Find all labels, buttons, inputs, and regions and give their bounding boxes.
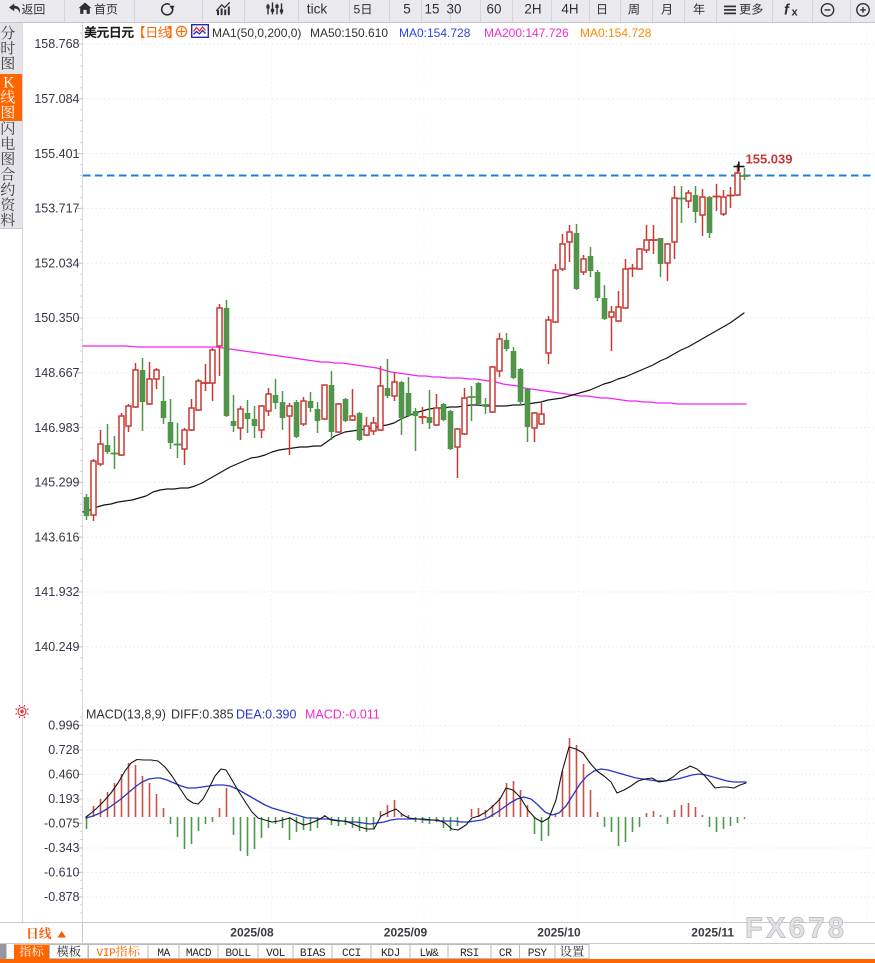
svg-text:-0.878: -0.878 bbox=[44, 890, 79, 904]
svg-text:146.983: 146.983 bbox=[34, 421, 79, 435]
svg-text:CCI: CCI bbox=[342, 948, 361, 960]
svg-text:BIAS: BIAS bbox=[300, 948, 326, 960]
svg-text:BOLL: BOLL bbox=[225, 948, 251, 960]
svg-text:155.401: 155.401 bbox=[34, 147, 79, 161]
svg-text:MA1(50,0,200,0): MA1(50,0,200,0) bbox=[212, 26, 301, 40]
svg-text:MA: MA bbox=[157, 948, 170, 960]
svg-text:MACD(13,8,9): MACD(13,8,9) bbox=[86, 708, 166, 722]
svg-text:LW&: LW& bbox=[420, 948, 440, 960]
svg-text:MACD:-0.011: MACD:-0.011 bbox=[305, 708, 380, 722]
svg-text:MACD: MACD bbox=[186, 948, 212, 960]
svg-text:15: 15 bbox=[425, 2, 440, 17]
svg-text:4H: 4H bbox=[561, 2, 578, 17]
svg-text:2H: 2H bbox=[524, 2, 541, 17]
svg-text:30: 30 bbox=[447, 2, 462, 17]
svg-text:155.039: 155.039 bbox=[746, 152, 793, 167]
svg-text:2025/08: 2025/08 bbox=[230, 926, 274, 940]
svg-text:145.299: 145.299 bbox=[34, 476, 79, 490]
svg-text:-0.610: -0.610 bbox=[44, 866, 79, 880]
svg-text:x: x bbox=[792, 7, 799, 19]
svg-text:5: 5 bbox=[354, 3, 361, 17]
svg-text:MA200:147.726: MA200:147.726 bbox=[484, 26, 569, 40]
svg-text:150.350: 150.350 bbox=[34, 311, 79, 325]
svg-text:0.996: 0.996 bbox=[48, 719, 79, 733]
svg-text:141.932: 141.932 bbox=[34, 585, 79, 599]
svg-text:f: f bbox=[784, 2, 791, 18]
svg-text:-0.343: -0.343 bbox=[44, 841, 79, 855]
svg-text:2025/11: 2025/11 bbox=[691, 926, 734, 940]
svg-text:0.193: 0.193 bbox=[48, 792, 79, 806]
svg-text:FX678: FX678 bbox=[745, 913, 847, 945]
svg-text:DIFF:0.385: DIFF:0.385 bbox=[171, 708, 234, 722]
svg-text:153.717: 153.717 bbox=[34, 202, 79, 216]
svg-text:2025/10: 2025/10 bbox=[537, 926, 581, 940]
svg-text:152.034: 152.034 bbox=[34, 256, 79, 270]
svg-text:5: 5 bbox=[403, 2, 410, 17]
svg-text:158.768: 158.768 bbox=[34, 37, 79, 51]
svg-text:0.728: 0.728 bbox=[48, 743, 79, 757]
svg-text:0.460: 0.460 bbox=[48, 768, 79, 782]
svg-text:PSY: PSY bbox=[528, 948, 548, 960]
svg-text:60: 60 bbox=[487, 2, 502, 17]
svg-text:148.667: 148.667 bbox=[34, 366, 79, 380]
svg-text:MA50:150.610: MA50:150.610 bbox=[310, 26, 388, 40]
svg-text:VIP: VIP bbox=[97, 948, 117, 960]
svg-text:157.084: 157.084 bbox=[34, 92, 79, 106]
svg-text:MA0:154.728: MA0:154.728 bbox=[399, 26, 471, 40]
svg-text:K: K bbox=[3, 74, 15, 91]
svg-text:VOL: VOL bbox=[266, 948, 286, 960]
svg-text:140.249: 140.249 bbox=[34, 640, 79, 654]
svg-text:DEA:0.390: DEA:0.390 bbox=[236, 708, 297, 722]
svg-text:MA0:154.728: MA0:154.728 bbox=[580, 26, 652, 40]
svg-text:-0.075: -0.075 bbox=[44, 817, 79, 831]
svg-text:143.616: 143.616 bbox=[34, 530, 79, 544]
svg-text:CR: CR bbox=[499, 948, 512, 960]
svg-text:tick: tick bbox=[307, 2, 328, 17]
svg-text:RSI: RSI bbox=[460, 948, 479, 960]
svg-text:KDJ: KDJ bbox=[381, 948, 400, 960]
svg-text:2025/09: 2025/09 bbox=[384, 926, 428, 940]
